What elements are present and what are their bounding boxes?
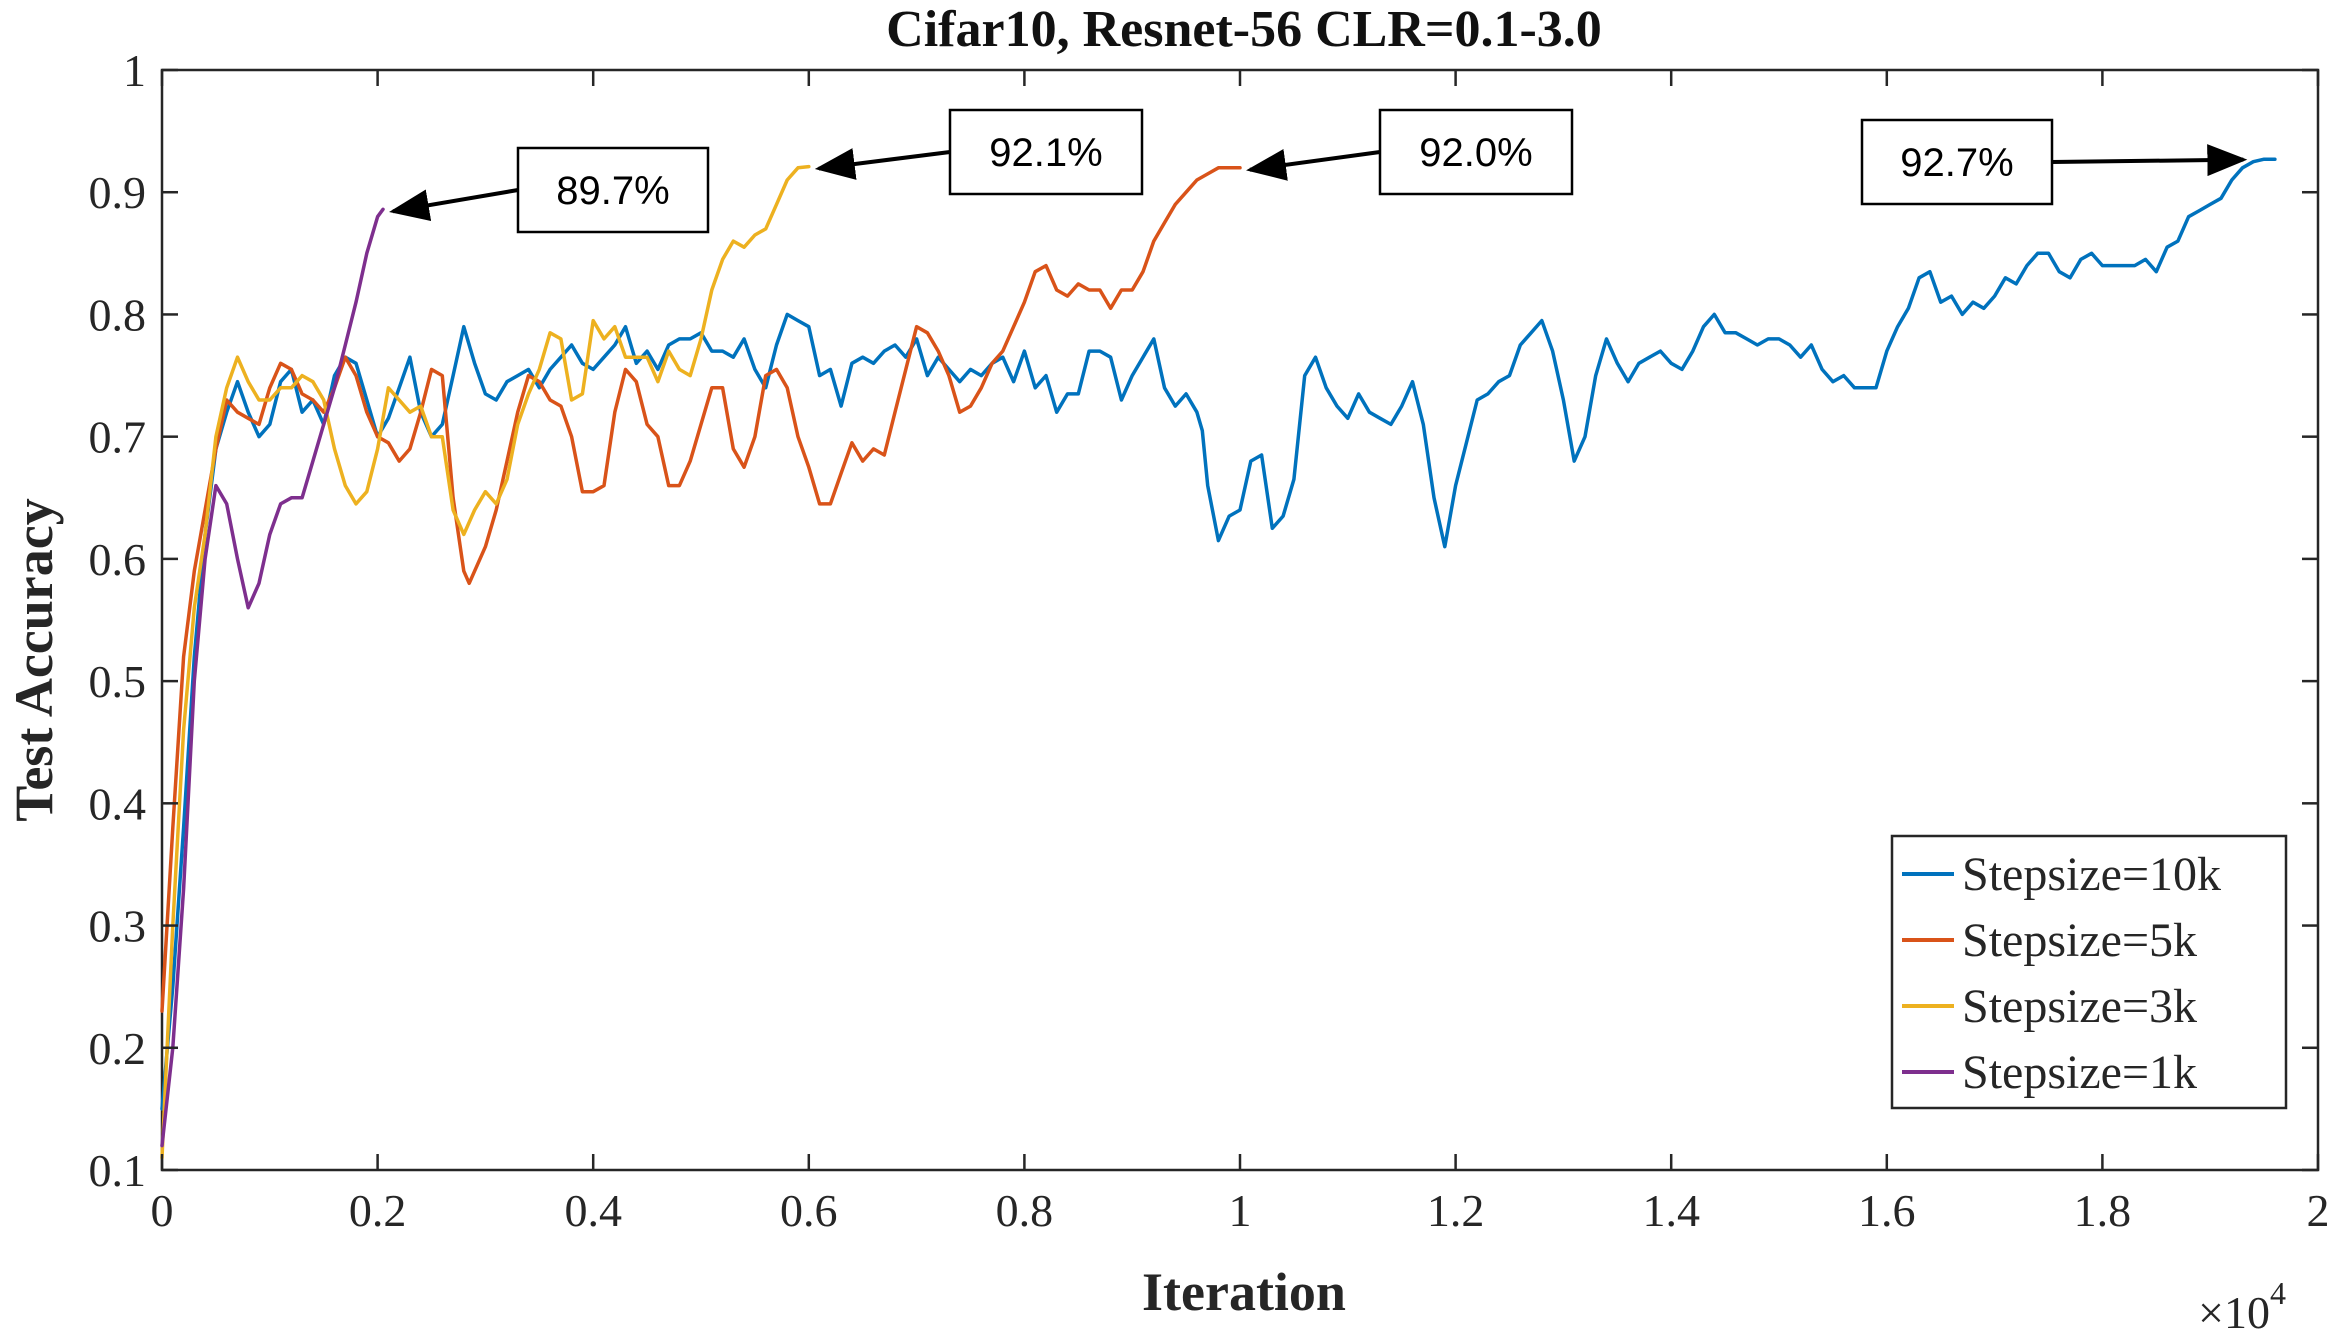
y-tick-label: 0.8 bbox=[89, 289, 147, 340]
legend-box bbox=[1890, 834, 2288, 1110]
annotation-box bbox=[516, 146, 710, 234]
y-axis-label: Test Accuracy bbox=[4, 498, 64, 821]
series-line-1 bbox=[160, 157, 2277, 1111]
legend: Stepsize=10k Stepsize=5k Stepsize=3k Stepsi… bbox=[1890, 834, 2288, 1110]
legend-label: Stepsize=3k bbox=[1962, 980, 2197, 1033]
y-tick-label: 0.7 bbox=[89, 412, 147, 463]
annotation-box bbox=[1378, 108, 1574, 196]
x-tick-label: 0 bbox=[151, 1185, 174, 1236]
y-tick-label: 0.6 bbox=[89, 534, 147, 585]
x-tick-label: 1.6 bbox=[1858, 1185, 1916, 1236]
legend-label: Stepsize=1k bbox=[1962, 1046, 2197, 1099]
legend-label: Stepsize=10k bbox=[1962, 848, 2221, 901]
chart-title: Cifar10, Resnet-56 CLR=0.1-3.0 bbox=[886, 1, 1602, 58]
annotation-label: 92.7% bbox=[1900, 141, 2013, 185]
annotation-label: 89.7% bbox=[556, 169, 669, 213]
x-tick-label: 1.2 bbox=[1427, 1185, 1485, 1236]
annotation-arrow bbox=[2051, 144, 2248, 177]
series-line-3 bbox=[160, 164, 811, 1160]
x-axis-ticks: 0 0.2 0.4 0.6 0.8 1 1.2 1.4 1.6 1.8 2 bbox=[151, 70, 2330, 1236]
x-axis-label: Iteration bbox=[1142, 1262, 1346, 1322]
annotation-layer: 89.7% 92.1% 92.0% 92.7% bbox=[389, 108, 2248, 234]
series-line-2 bbox=[160, 166, 1242, 1013]
annotation-box bbox=[1860, 118, 2054, 206]
annotation-label: 92.0% bbox=[1419, 131, 1532, 175]
y-tick-label: 1 bbox=[123, 45, 146, 96]
y-tick-label: 0.5 bbox=[89, 656, 147, 707]
series-layer bbox=[160, 157, 2277, 1160]
annotation-label: 92.1% bbox=[989, 131, 1102, 175]
x-tick-label: 1 bbox=[1229, 1185, 1252, 1236]
x-tick-label: 1.8 bbox=[2074, 1185, 2132, 1236]
y-tick-label: 0.4 bbox=[89, 778, 147, 829]
x-axis-scale-factor: ×104 bbox=[2198, 1275, 2286, 1338]
y-tick-label: 0.2 bbox=[89, 1023, 147, 1074]
x-scale-exponent: 4 bbox=[2270, 1275, 2286, 1311]
annotation-arrow bbox=[1246, 149, 1381, 181]
annotation-arrow bbox=[814, 148, 951, 180]
legend-label: Stepsize=5k bbox=[1962, 914, 2197, 967]
y-tick-label: 0.1 bbox=[89, 1145, 147, 1196]
x-tick-label: 0.4 bbox=[564, 1185, 622, 1236]
plot-area: 89.7% 92.1% 92.0% 92.7% bbox=[160, 68, 2320, 1172]
series-line-4 bbox=[160, 207, 385, 1148]
x-tick-label: 0.2 bbox=[349, 1185, 407, 1236]
x-tick-label: 1.4 bbox=[1642, 1185, 1700, 1236]
annotation-arrow bbox=[389, 188, 519, 222]
y-tick-label: 0.9 bbox=[89, 167, 147, 218]
y-tick-label: 0.3 bbox=[89, 901, 147, 952]
x-scale-base: ×10 bbox=[2198, 1287, 2270, 1338]
x-tick-label: 2 bbox=[2307, 1185, 2330, 1236]
x-tick-label: 0.6 bbox=[780, 1185, 838, 1236]
x-tick-label: 0.8 bbox=[996, 1185, 1054, 1236]
annotation-box bbox=[948, 108, 1144, 196]
y-axis-ticks: 0.1 0.2 0.3 0.4 0.5 0.6 0.7 0.8 0.9 1 bbox=[89, 45, 2318, 1196]
